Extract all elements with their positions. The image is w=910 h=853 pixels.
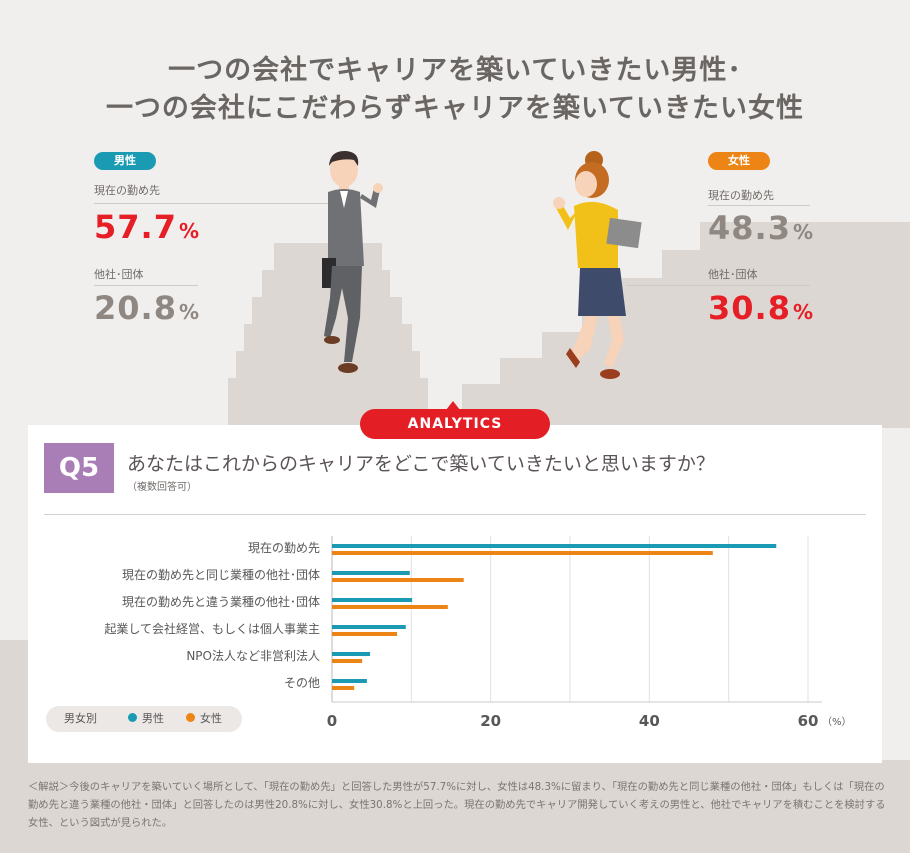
category-label: 現在の勤め先と同じ業種の他社･団体	[121, 568, 320, 582]
female-bar-1	[332, 578, 464, 582]
businessman-illustration	[322, 150, 383, 373]
female-divider	[708, 205, 810, 206]
x-unit-label: （%）	[822, 716, 852, 728]
question-divider	[44, 514, 866, 515]
male-other-value: 20.8%	[94, 289, 200, 327]
legend-male-swatch	[128, 706, 137, 732]
chart-grid	[331, 536, 822, 703]
female-other-value: 30.8%	[708, 289, 814, 327]
category-label: 起業して会社経営、もしくは個人事業主	[104, 622, 320, 636]
male-divider	[94, 203, 330, 204]
legend-female-swatch	[186, 706, 195, 732]
commentary-text: ＜解説＞今後のキャリアを築いていく場所として、「現在の勤め先」と回答した男性が5…	[28, 781, 886, 829]
male-bar-0	[332, 544, 777, 548]
male-other-number: 20.8	[94, 289, 177, 327]
chart-legend: 男女別 男性 女性	[46, 706, 242, 732]
female-bar-0	[332, 551, 713, 555]
x-tick-label: 60	[798, 712, 819, 730]
female-tag: 女性	[708, 152, 770, 170]
question-note: （複数回答可）	[127, 482, 197, 493]
analytics-badge: ANALYTICS	[360, 409, 550, 439]
male-current-value: 57.7%	[94, 208, 200, 246]
x-tick-label: 20	[480, 712, 501, 730]
legend-female-label: 女性	[200, 712, 222, 725]
category-label: その他	[283, 676, 320, 690]
male-bar-2	[332, 598, 413, 602]
chart-bars	[332, 544, 777, 690]
legend-title: 男女別	[64, 712, 97, 725]
question-number: Q5	[44, 443, 114, 493]
female-bar-2	[332, 605, 448, 609]
analytics-pointer-icon	[446, 401, 460, 410]
female-current-number: 48.3	[708, 209, 791, 247]
female-bar-3	[332, 632, 398, 636]
female-current-value: 48.3%	[708, 209, 814, 247]
female-divider-2	[626, 285, 810, 286]
female-bar-5	[332, 686, 355, 690]
category-label: 現在の勤め先	[247, 541, 320, 555]
male-divider-2	[94, 285, 198, 286]
female-other-label: 他社･団体	[708, 268, 758, 281]
male-bar-4	[332, 652, 371, 656]
x-tick-label: 40	[639, 712, 660, 730]
male-current-number: 57.7	[94, 208, 177, 246]
chart-ticks: 0 20 40 60 （%）	[327, 712, 852, 730]
male-bar-3	[332, 625, 406, 629]
female-bar-4	[332, 659, 363, 663]
male-tag: 男性	[94, 152, 156, 170]
bar-chart: 0 20 40 60 （%）	[327, 536, 852, 730]
question-text: あなたはこれからのキャリアをどこで築いていきたいと思いますか？	[127, 453, 715, 475]
title-line-1: 一つの会社でキャリアを築いていきたい男性･	[168, 55, 742, 86]
male-current-unit: %	[178, 219, 200, 243]
female-other-number: 30.8	[708, 289, 791, 327]
male-other-unit: %	[178, 300, 200, 324]
businesswoman-illustration	[553, 151, 642, 379]
x-tick-label: 0	[327, 712, 337, 730]
male-bar-1	[332, 571, 410, 575]
category-label: NPO法人など非営利法人	[186, 649, 320, 663]
female-other-unit: %	[792, 300, 814, 324]
male-other-label: 他社･団体	[94, 268, 144, 281]
male-current-label: 現在の勤め先	[94, 184, 160, 197]
page-title: 一つの会社でキャリアを築いていきたい男性･ 一つの会社にこだわらずキャリアを築い…	[0, 52, 910, 128]
category-label: 現在の勤め先と違う業種の他社･団体	[121, 595, 320, 609]
female-current-unit: %	[792, 220, 814, 244]
legend-male-label: 男性	[142, 712, 164, 725]
female-current-label: 現在の勤め先	[708, 189, 774, 202]
title-line-2: 一つの会社にこだわらずキャリアを築いていきたい女性	[105, 93, 805, 124]
male-bar-5	[332, 679, 367, 683]
